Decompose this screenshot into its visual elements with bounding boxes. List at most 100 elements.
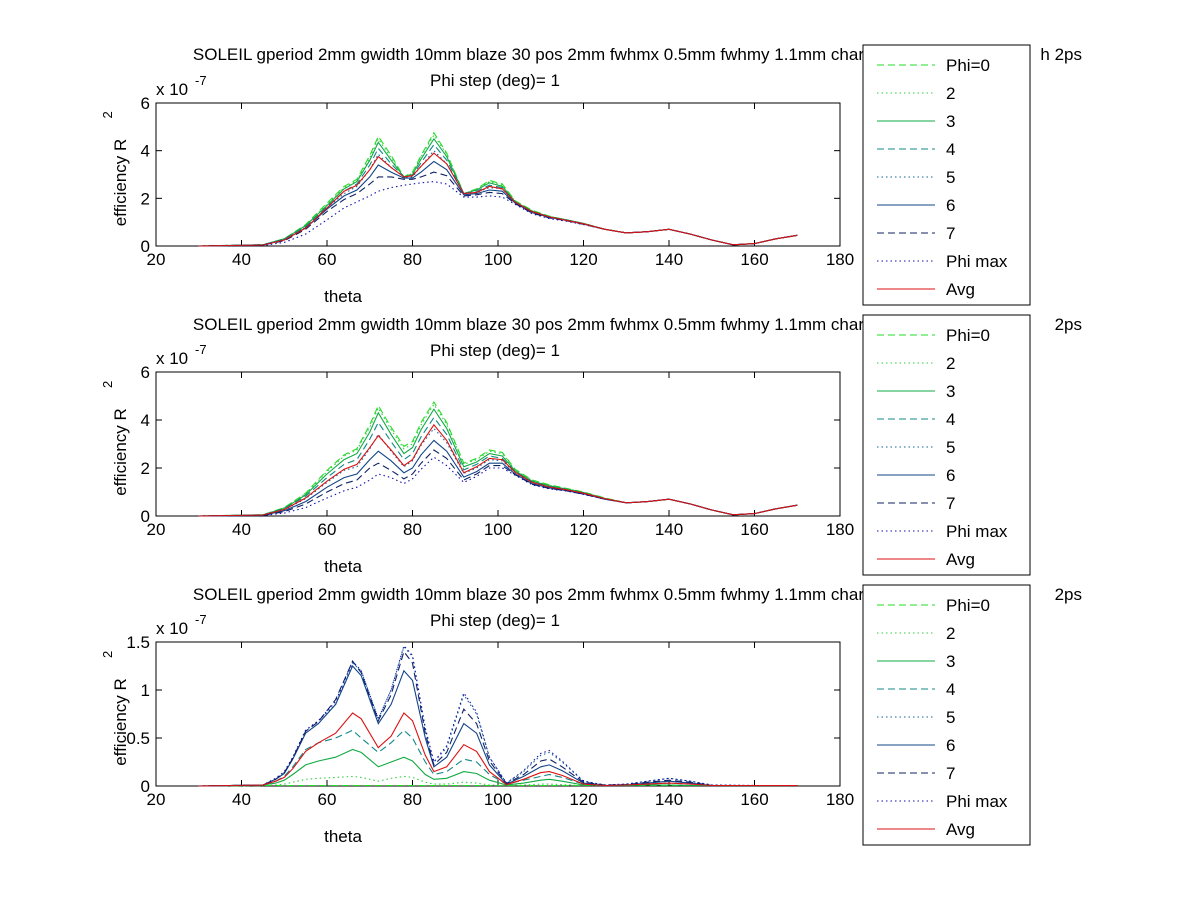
x-tick-label: 180 xyxy=(826,790,854,809)
x-axis-label: theta xyxy=(324,557,362,576)
legend-entry: Avg xyxy=(946,550,975,569)
legend-entry: Phi=0 xyxy=(946,326,990,345)
y-tick-label: 6 xyxy=(141,363,150,382)
legend-entry: Phi max xyxy=(946,792,1008,811)
series-line-6 xyxy=(198,160,798,247)
series-line-3 xyxy=(198,137,798,247)
chart-title: SOLEIL gperiod 2mm gwidth 10mm blaze 30 … xyxy=(193,45,897,64)
legend-entry: Avg xyxy=(946,280,975,299)
legend-entry: 2 xyxy=(946,354,955,373)
series-line-phi-0 xyxy=(198,400,798,517)
x-tick-label: 100 xyxy=(484,790,512,809)
series-line-7 xyxy=(198,171,798,247)
y-multiplier: x 10 xyxy=(156,80,188,99)
series-line-phi-0 xyxy=(198,131,798,247)
legend-entry: 2 xyxy=(946,624,955,643)
legend: Phi=0 2 3 4 5 6 7 Phi max Avg xyxy=(862,44,1031,306)
y-tick-label: 0 xyxy=(141,507,150,526)
y-tick-label: 4 xyxy=(141,411,150,430)
y-axis-label-superscript: 2 xyxy=(100,111,115,118)
legend-entry: 3 xyxy=(946,652,955,671)
series-line-3 xyxy=(198,748,798,787)
legend-entry: Phi=0 xyxy=(946,596,990,615)
legend-entry: 7 xyxy=(946,764,955,783)
y-tick-label: 2 xyxy=(141,189,150,208)
legend-entry: 4 xyxy=(946,140,955,159)
x-tick-label: 180 xyxy=(826,250,854,269)
x-tick-label: 80 xyxy=(403,250,422,269)
subplot-3: SOLEIL gperiod 2mm gwidth 10mm blaze 30 … xyxy=(100,584,1082,846)
x-tick-label: 100 xyxy=(484,520,512,539)
legend-entry: 5 xyxy=(946,168,955,187)
series-line-phi-max xyxy=(198,181,798,247)
y-tick-label: 0 xyxy=(141,777,150,796)
x-tick-label: 80 xyxy=(403,790,422,809)
subplot-1: SOLEIL gperiod 2mm gwidth 10mm blaze 30 … xyxy=(100,44,1082,306)
x-tick-label: 120 xyxy=(569,790,597,809)
series-line-phi-max xyxy=(198,644,798,787)
legend-entry: 7 xyxy=(946,224,955,243)
legend-entry: Phi=0 xyxy=(946,56,990,75)
x-tick-label: 140 xyxy=(655,250,683,269)
y-multiplier: x 10 xyxy=(156,349,188,368)
chart-title: SOLEIL gperiod 2mm gwidth 10mm blaze 30 … xyxy=(193,585,897,604)
legend-entry: Avg xyxy=(946,820,975,839)
legend-entry: 5 xyxy=(946,438,955,457)
series-line-avg xyxy=(198,712,798,787)
legend-frame xyxy=(862,584,1031,846)
plot-area-frame xyxy=(155,371,841,517)
legend-frame xyxy=(862,44,1031,306)
legend-entry: 3 xyxy=(946,112,955,131)
plot-area-frame xyxy=(155,102,841,247)
x-tick-label: 100 xyxy=(484,250,512,269)
x-tick-label: 80 xyxy=(403,520,422,539)
x-tick-label: 120 xyxy=(569,250,597,269)
legend: Phi=0 2 3 4 5 6 7 Phi max Avg xyxy=(862,584,1031,846)
x-tick-label: 120 xyxy=(569,520,597,539)
legend: Phi=0 2 3 4 5 6 7 Phi max Avg xyxy=(862,314,1031,576)
x-tick-label: 20 xyxy=(147,250,166,269)
legend-entry: 2 xyxy=(946,84,955,103)
y-multiplier: x 10 xyxy=(156,619,188,638)
x-tick-label: 40 xyxy=(232,790,251,809)
chart-subtitle: Phi step (deg)= 1 xyxy=(430,71,560,90)
series-line-avg xyxy=(198,423,798,517)
legend-entry: 3 xyxy=(946,382,955,401)
series-line-phi-0 xyxy=(198,784,798,787)
y-tick-label: 0 xyxy=(141,237,150,256)
y-axis-label: efficiency R xyxy=(111,139,130,227)
x-tick-label: 140 xyxy=(655,790,683,809)
legend-entry: Phi max xyxy=(946,252,1008,271)
x-tick-label: 40 xyxy=(232,520,251,539)
chart-title-tail: h 2ps xyxy=(1040,45,1082,64)
y-multiplier-exponent: -7 xyxy=(195,342,207,357)
x-tick-label: 60 xyxy=(318,790,337,809)
legend-frame xyxy=(862,314,1031,576)
legend-entry: 4 xyxy=(946,410,955,429)
x-axis-label: theta xyxy=(324,287,362,306)
y-tick-label: 6 xyxy=(141,94,150,113)
y-axis-label: efficiency R xyxy=(111,408,130,496)
legend-entry: Phi max xyxy=(946,522,1008,541)
y-tick-label: 1.5 xyxy=(126,633,150,652)
x-tick-label: 40 xyxy=(232,250,251,269)
x-tick-label: 60 xyxy=(318,250,337,269)
chart-title: SOLEIL gperiod 2mm gwidth 10mm blaze 30 … xyxy=(193,315,897,334)
x-tick-label: 140 xyxy=(655,520,683,539)
legend-entry: 7 xyxy=(946,494,955,513)
y-axis-label-superscript: 2 xyxy=(100,381,115,388)
legend-entry: 6 xyxy=(946,736,955,755)
series-line-avg xyxy=(198,152,798,247)
chart-title-tail: 2ps xyxy=(1055,315,1082,334)
series-line-7 xyxy=(198,449,798,517)
x-axis-label: theta xyxy=(324,827,362,846)
series-line-5 xyxy=(198,427,798,517)
y-multiplier-exponent: -7 xyxy=(195,612,207,627)
series-line-4 xyxy=(198,416,798,517)
chart-title-tail: 2ps xyxy=(1055,585,1082,604)
plot-area-frame xyxy=(155,641,841,787)
subplot-2: SOLEIL gperiod 2mm gwidth 10mm blaze 30 … xyxy=(100,314,1082,576)
chart-subtitle: Phi step (deg)= 1 xyxy=(430,611,560,630)
x-tick-label: 160 xyxy=(740,790,768,809)
x-tick-label: 160 xyxy=(740,520,768,539)
